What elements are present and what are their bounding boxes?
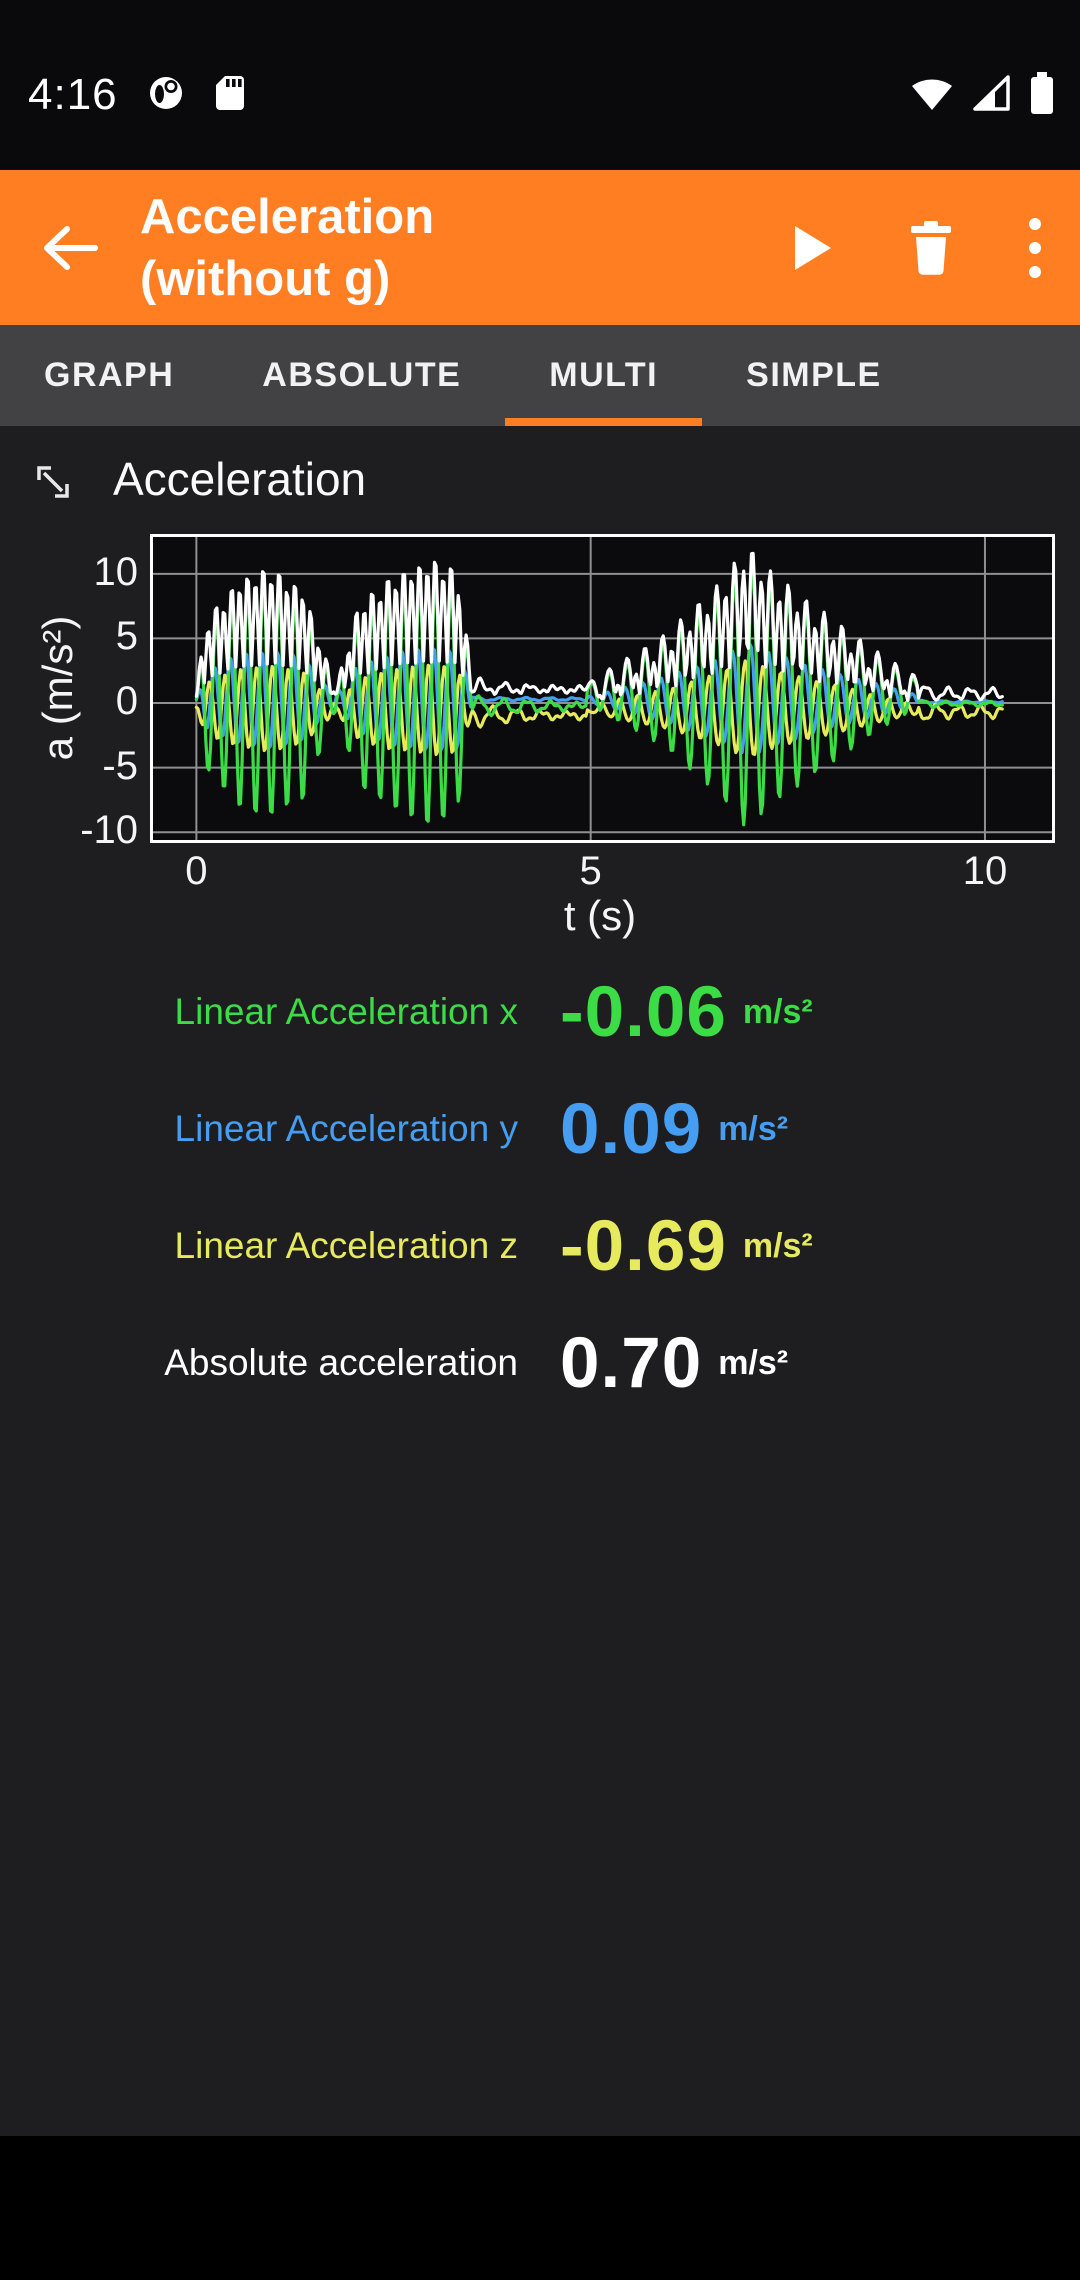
wifi-icon bbox=[910, 74, 954, 117]
readout-row-z: Linear Acceleration z -0.69 m/s² bbox=[0, 1194, 1080, 1298]
cellular-signal-icon bbox=[972, 74, 1012, 117]
expand-graph-icon[interactable] bbox=[31, 460, 75, 504]
status-bar: 4:16 bbox=[0, 0, 1080, 170]
overflow-menu-button[interactable] bbox=[990, 188, 1080, 308]
x-axis-label: t (s) bbox=[563, 892, 637, 939]
back-button[interactable] bbox=[0, 222, 140, 274]
acceleration-graph[interactable] bbox=[150, 534, 1055, 843]
trash-icon bbox=[911, 220, 951, 275]
tab-absolute-label: ABSOLUTE bbox=[262, 356, 462, 394]
y-tick-label: -10 bbox=[80, 808, 138, 853]
clear-data-button[interactable] bbox=[872, 188, 990, 308]
readout-row-y: Linear Acceleration y 0.09 m/s² bbox=[0, 1077, 1080, 1181]
overflow-menu-icon bbox=[1029, 217, 1041, 278]
readout-row-absolute: Absolute acceleration 0.70 m/s² bbox=[0, 1311, 1080, 1415]
x-tick-label: 0 bbox=[185, 849, 208, 893]
y-tick-label: -5 bbox=[102, 743, 138, 788]
readout-value: 0.70 bbox=[560, 1323, 703, 1403]
battery-icon bbox=[1030, 71, 1054, 119]
experiment-title-line1: Acceleration bbox=[140, 189, 435, 244]
tab-simple[interactable]: SIMPLE bbox=[702, 325, 926, 426]
readout-label: Linear Acceleration x bbox=[174, 991, 518, 1032]
android-nav-bar bbox=[0, 2136, 1080, 2280]
play-icon bbox=[795, 225, 831, 270]
graph-canvas bbox=[153, 537, 1052, 840]
readout-row-x: Linear Acceleration x -0.06 m/s² bbox=[0, 960, 1080, 1064]
graph-title: Acceleration bbox=[113, 453, 367, 505]
tab-multi[interactable]: MULTI bbox=[505, 325, 702, 426]
tab-absolute[interactable]: ABSOLUTE bbox=[218, 325, 505, 426]
x-tick-label: 5 bbox=[579, 849, 602, 893]
tab-multi-label: MULTI bbox=[549, 356, 659, 394]
y-tick-label: 0 bbox=[115, 679, 138, 724]
phyphox-notification-icon bbox=[146, 73, 186, 118]
status-clock: 4:16 bbox=[28, 70, 118, 119]
readout-value: 0.09 bbox=[560, 1089, 703, 1169]
tab-graph-label: GRAPH bbox=[44, 356, 175, 394]
readout-label: Absolute acceleration bbox=[164, 1342, 518, 1383]
readout-label: Linear Acceleration z bbox=[174, 1225, 518, 1266]
y-tick-label: 5 bbox=[115, 614, 138, 659]
tab-graph[interactable]: GRAPH bbox=[0, 325, 218, 426]
experiment-title: Acceleration (without g) bbox=[140, 186, 700, 310]
view-tab-bar: GRAPH ABSOLUTE MULTI SIMPLE bbox=[0, 325, 1080, 426]
tab-simple-label: SIMPLE bbox=[746, 356, 882, 394]
readout-unit: m/s² bbox=[742, 992, 813, 1031]
readout-value: -0.69 bbox=[560, 1206, 727, 1286]
readout-label: Linear Acceleration y bbox=[174, 1108, 518, 1149]
x-tick-label: 10 bbox=[962, 849, 1008, 893]
experiment-title-line2: (without g) bbox=[140, 251, 391, 306]
sd-card-icon bbox=[212, 73, 248, 118]
app-bar: Acceleration (without g) bbox=[0, 170, 1080, 325]
back-arrow-icon bbox=[44, 225, 98, 270]
play-button[interactable] bbox=[754, 188, 872, 308]
readout-unit: m/s² bbox=[742, 1226, 813, 1265]
readout-unit: m/s² bbox=[718, 1343, 789, 1382]
readout-value: -0.06 bbox=[560, 972, 727, 1052]
readout-unit: m/s² bbox=[718, 1109, 789, 1148]
y-tick-label: 10 bbox=[93, 549, 139, 594]
